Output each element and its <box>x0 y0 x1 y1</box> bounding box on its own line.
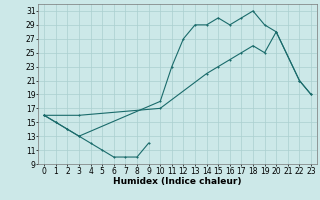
X-axis label: Humidex (Indice chaleur): Humidex (Indice chaleur) <box>113 177 242 186</box>
